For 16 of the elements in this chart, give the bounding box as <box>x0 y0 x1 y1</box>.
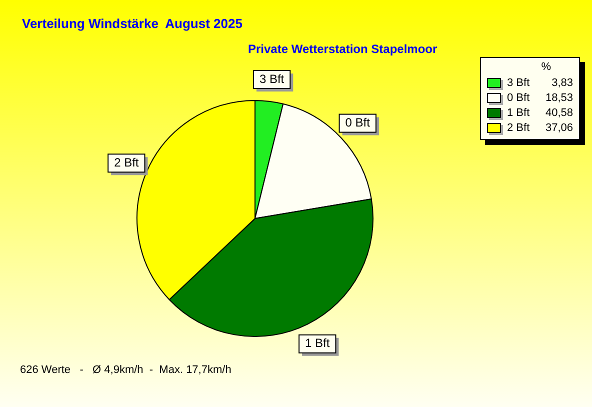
data-label: 3,83 <box>550 76 573 88</box>
legend-label: 3 Bft <box>507 76 531 88</box>
text: 626 Werte - Ø 4,9km/h - Max. 17,7km/h <box>20 364 232 376</box>
data-label: 40,58 <box>544 106 573 118</box>
slice-label: 0 Bft <box>345 116 371 130</box>
data-label: 18,53 <box>544 92 573 104</box>
slice-label: 3 Bft <box>259 72 285 86</box>
data-label: 37,06 <box>544 122 573 134</box>
legend-label: 0 Bft <box>507 92 531 104</box>
legend-label: 1 Bft <box>507 106 531 118</box>
slice-label: 1 Bft <box>305 336 330 350</box>
chart-subtitle: Private Wetterstation Stapelmoor <box>248 42 438 56</box>
slice-label: 2 Bft <box>114 155 140 170</box>
legend-label: 2 Bft <box>507 122 531 134</box>
chart-title: Verteilung Windstärke August 2025 <box>22 16 242 31</box>
legend-title: % <box>540 61 552 73</box>
